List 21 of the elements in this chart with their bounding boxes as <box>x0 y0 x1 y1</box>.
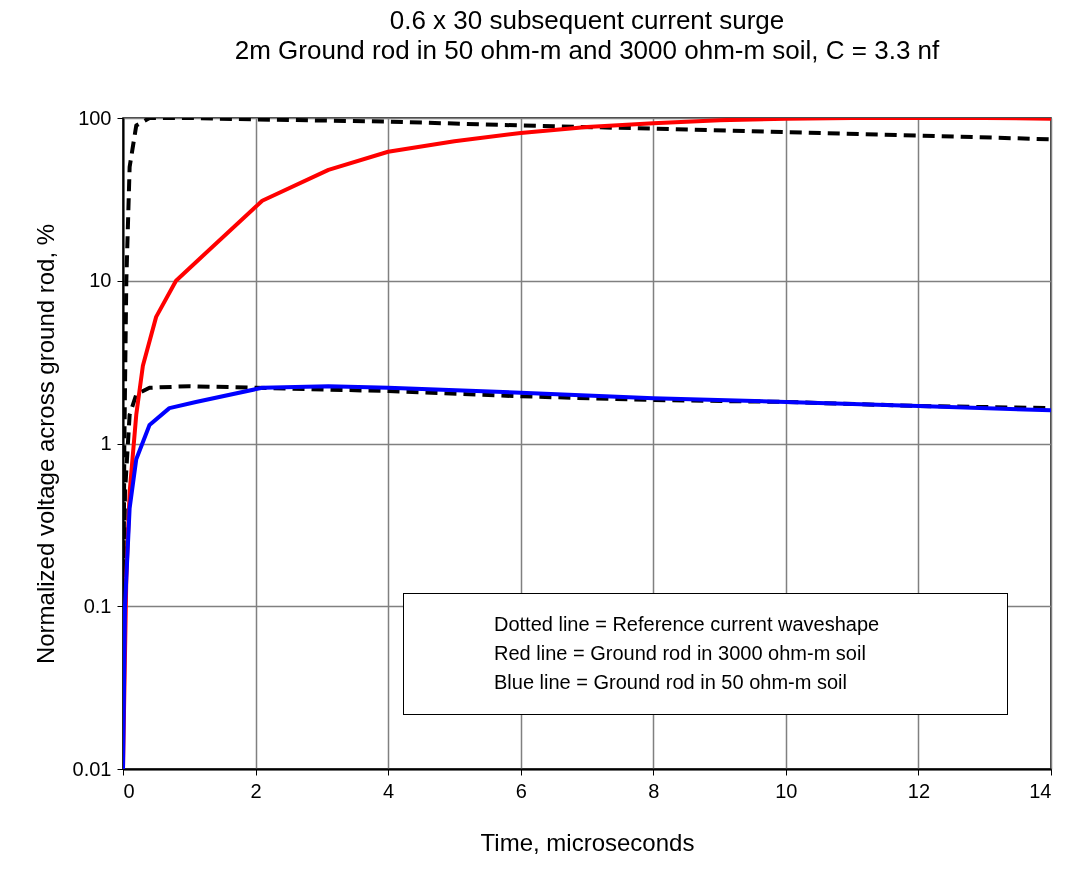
x-tick-label: 12 <box>907 779 931 802</box>
y-axis-title: Normalized voltage across ground rod, % <box>31 223 59 665</box>
chart-subtitle: 2m Ground rod in 50 ohm-m and 3000 ohm-m soil, C = 3.3 nf <box>234 35 941 65</box>
x-tick-label: 4 <box>383 779 395 802</box>
y-tick-label: 10 <box>89 269 112 292</box>
x-tick-label: 10 <box>775 779 798 802</box>
x-tick-label: 2 <box>250 779 262 802</box>
annotation: Red line = Ground rod in 3000 ohm-m soil <box>494 641 867 666</box>
x-tick-label: 6 <box>515 779 527 802</box>
x-tick-label: 14 <box>1029 779 1052 802</box>
y-tick-label: 0.01 <box>72 757 112 780</box>
annotation: Blue line = Ground rod in 50 ohm-m soil <box>494 670 848 695</box>
y-tick-label: 0.1 <box>83 594 112 617</box>
y-tick-label: 100 <box>78 106 112 129</box>
annotation: Dotted line = Reference current waveshape <box>494 612 881 637</box>
x-tick-label: 0 <box>123 779 135 802</box>
chart-title: 0.6 x 30 subsequent current surge <box>389 5 785 35</box>
x-axis-title: Time, microseconds <box>480 828 695 856</box>
note-box: Dotted line = Reference current waveshape Red line = Ground rod in 3000 ohm-m soil Blue line = Ground rod in 50 ohm-m soil <box>403 593 1008 715</box>
x-tick-label: 8 <box>648 779 660 802</box>
y-tick-label: 1 <box>100 432 112 454</box>
